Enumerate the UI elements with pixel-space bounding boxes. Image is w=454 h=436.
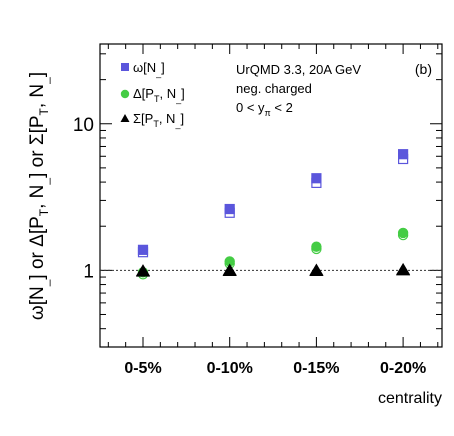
square-point-filled xyxy=(311,173,322,184)
square-point-filled xyxy=(398,149,409,160)
y-tick-label: 10 xyxy=(73,115,94,136)
x-tick-label: 0-20% xyxy=(380,360,426,377)
x-tick-label: 0-5% xyxy=(124,360,161,377)
legend-marker-omega xyxy=(121,63,129,71)
axis-ticks: 1 10 0-5% 0-10% 0-15% 0-20% xyxy=(73,44,442,377)
x-axis-label: centrality xyxy=(378,390,442,407)
annotation: UrQMD 3.3, 20A GeV neg. charged 0 < yπ <… xyxy=(236,62,361,118)
legend-label-sigma: Σ[PT, N_] xyxy=(133,111,184,129)
data-points xyxy=(135,149,411,280)
legend: ω[N_] Δ[PT, N_] Σ[PT, N_] xyxy=(120,60,185,129)
y-axis-label: ω[N_] or Δ[PT, N_] or Σ[PT, N_] xyxy=(27,72,51,320)
circle-point-filled xyxy=(311,241,322,252)
x-tick-label: 0-15% xyxy=(293,360,339,377)
square-point-filled xyxy=(137,244,149,255)
x-tick-label: 0-10% xyxy=(207,360,253,377)
annotation-line2: neg. charged xyxy=(236,81,312,96)
annotation-line3: 0 < yπ < 2 xyxy=(236,100,293,118)
legend-marker-sigma xyxy=(120,114,130,122)
legend-marker-delta xyxy=(120,89,130,99)
legend-label-delta: Δ[PT, N_] xyxy=(133,86,185,104)
triangle-point-filled xyxy=(222,263,237,276)
square-point-filled xyxy=(224,203,235,215)
triangle-point-filled xyxy=(135,264,151,276)
circle-point-filled xyxy=(397,227,409,239)
plot-frame xyxy=(99,43,443,348)
legend-label-omega: ω[N_] xyxy=(133,60,165,78)
y-tick-label: 1 xyxy=(83,261,94,282)
triangle-point-filled xyxy=(309,263,324,276)
annotation-line1: UrQMD 3.3, 20A GeV xyxy=(236,62,361,77)
triangle-point-filled xyxy=(396,262,411,275)
panel-label: (b) xyxy=(415,61,432,77)
y-axis-label-text: ω[N_] or Δ[PT, N_] or Σ[PT, N_] xyxy=(27,72,51,320)
